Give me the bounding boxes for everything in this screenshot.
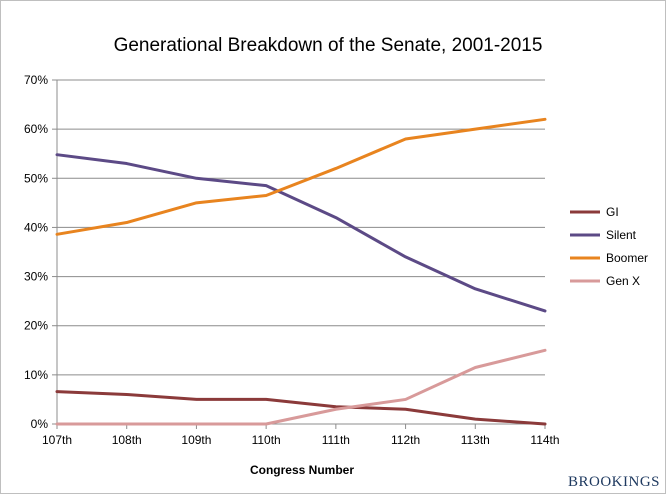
y-tick-label: 60% xyxy=(24,122,48,136)
axes xyxy=(56,80,545,425)
x-tick-label: 107th xyxy=(42,433,72,447)
x-tick-label: 111th xyxy=(322,433,350,447)
y-tick-label: 0% xyxy=(31,417,49,431)
brookings-logo: BROOKINGS xyxy=(568,474,660,490)
y-tick-label: 30% xyxy=(24,270,48,284)
series-line-gi xyxy=(55,390,547,426)
y-tick-label: 50% xyxy=(24,171,48,185)
gridlines xyxy=(57,79,545,376)
legend-label: Silent xyxy=(606,228,637,242)
y-tick-label: 20% xyxy=(24,319,48,333)
series-line-silent xyxy=(55,153,547,313)
series-line-boomer xyxy=(55,117,547,236)
y-tick-label: 40% xyxy=(24,220,48,234)
legend-label: Gen X xyxy=(606,274,640,288)
x-tick-label: 113th xyxy=(461,433,490,447)
y-tick-label: 10% xyxy=(24,368,48,382)
x-tick-label: 112th xyxy=(391,433,420,447)
x-tick-label: 109th xyxy=(181,433,211,447)
x-tick-label: 110th xyxy=(252,433,281,447)
chart-title: Generational Breakdown of the Senate, 20… xyxy=(114,35,543,56)
x-tick-label: 108th xyxy=(112,433,142,447)
y-axis-ticks: 0% 10% 20% 30% 40% 50% 60% 70% xyxy=(24,73,57,431)
legend-label: Boomer xyxy=(606,251,648,265)
y-tick-label: 70% xyxy=(24,73,48,87)
legend-label: GI xyxy=(606,205,619,219)
x-axis-ticks: 107th 108th 109th 110th 111th 112th 113th 114th xyxy=(42,424,560,447)
series-lines xyxy=(55,117,547,426)
legend: GI Silent Boomer Gen X xyxy=(570,205,648,288)
series-line-gen-x xyxy=(55,348,547,426)
x-axis-title: Congress Number xyxy=(250,463,354,477)
x-tick-label: 114th xyxy=(530,433,559,447)
